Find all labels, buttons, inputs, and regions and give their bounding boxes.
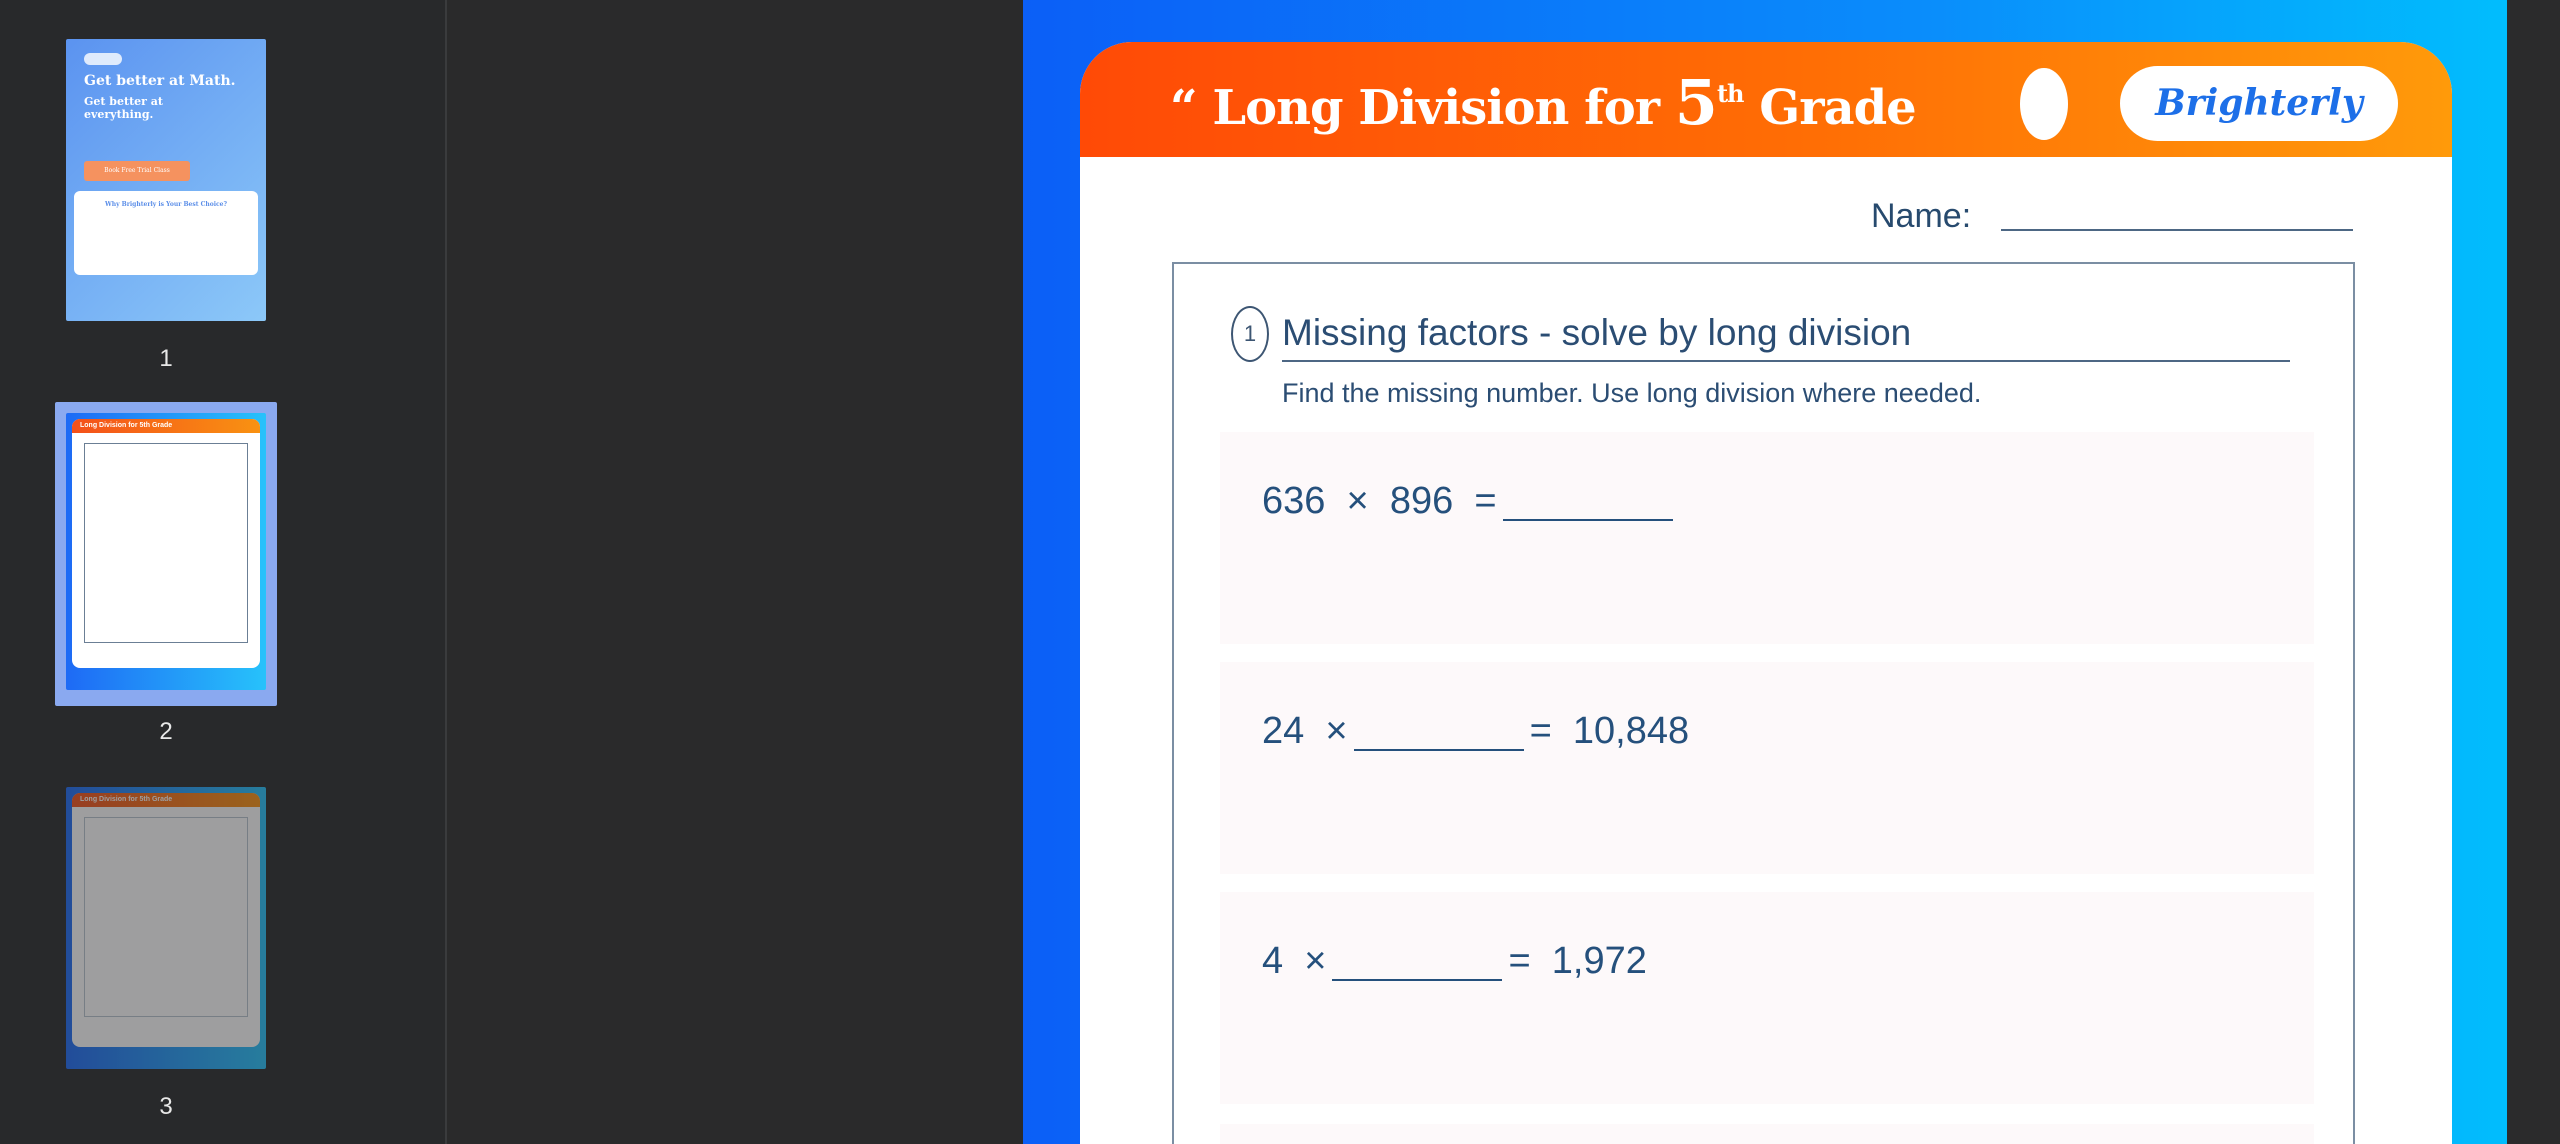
page-thumbnail-2[interactable]: Long Division for 5th Grade: [66, 413, 266, 690]
brighterly-logo: Brighterly: [2120, 66, 2398, 141]
title-underline: [1282, 360, 2290, 362]
answer-blank: [1502, 481, 1673, 521]
page-label-3: 3: [159, 1093, 173, 1120]
thumb-cta: Book Free Trial Class: [84, 161, 190, 181]
scrollbar[interactable]: [2507, 0, 2560, 1144]
name-blank: [2001, 229, 2353, 231]
page-label-1: 1: [159, 345, 173, 372]
brighterly-logo: [84, 53, 122, 65]
problem-1: 636 × 896 =: [1220, 432, 2314, 644]
section-title: Missing factors - solve by long division: [1282, 312, 1912, 353]
problem-2: 24 × = 10,848: [1220, 662, 2314, 874]
page-thumbnail-1[interactable]: Get better at Math. Get better at everyt…: [66, 39, 266, 321]
thumb-subheadline: Get better at everything.: [84, 95, 163, 121]
thumb-why-box: Why Brighterly is Your Best Choice?: [74, 191, 258, 275]
instructions: Find the missing number. Use long divisi…: [1282, 378, 1982, 408]
worksheet-card: “ Long Division for 5th Grade Brighterly…: [1080, 42, 2452, 1144]
decorative-circle: [2020, 68, 2068, 140]
worksheet-header: “ Long Division for 5th Grade Brighterly: [1080, 42, 2452, 157]
page-thumbnails-sidebar: Get better at Math. Get better at everyt…: [0, 0, 447, 1144]
section-number: 1: [1231, 306, 1269, 362]
thumb-header: Long Division for 5th Grade: [72, 419, 260, 433]
page-label-2: 2: [159, 718, 173, 745]
name-label: Name:: [1871, 197, 1972, 235]
thumb-headline: Get better at Math.: [84, 73, 236, 89]
answer-blank: [1353, 711, 1524, 751]
worksheet-title: “ Long Division for 5th Grade: [1170, 66, 1917, 139]
answer-blank: [1332, 941, 1503, 981]
page-thumbnail-3[interactable]: Long Division for 5th Grade: [66, 787, 266, 1069]
thumb-header: Long Division for 5th Grade: [72, 793, 260, 807]
problem-4: [1220, 1124, 2314, 1144]
document-page: “ Long Division for 5th Grade Brighterly…: [1023, 0, 2507, 1144]
problem-3: 4 × = 1,972: [1220, 892, 2314, 1104]
exercise-box: 1 Missing factors - solve by long divisi…: [1172, 262, 2355, 1144]
